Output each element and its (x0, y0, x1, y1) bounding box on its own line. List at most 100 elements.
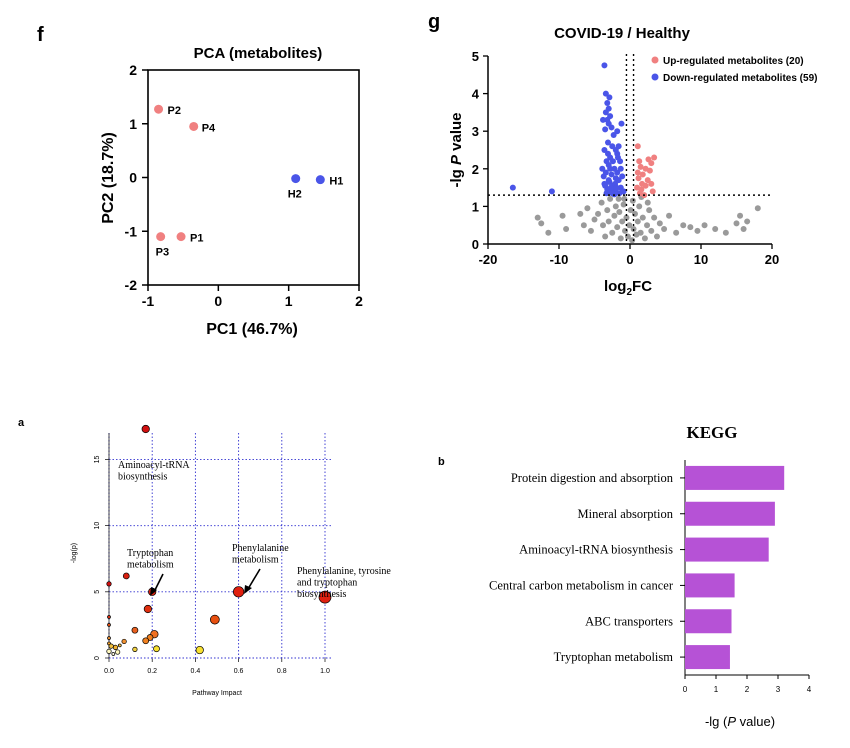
data-point (602, 109, 609, 116)
y-tick-label: 2 (472, 162, 479, 177)
data-point (141, 424, 150, 434)
panel-letter-f: f (37, 24, 44, 46)
data-point (509, 184, 516, 191)
data-point (600, 222, 607, 229)
y-tick-label: 4 (472, 87, 480, 102)
data-point (545, 229, 552, 236)
data-point (604, 207, 611, 214)
legend-label: Down-regulated metabolites (59) (663, 73, 817, 84)
data-point (754, 205, 761, 212)
data-point (131, 626, 139, 634)
data-point (614, 128, 621, 135)
arrow-head (244, 585, 252, 594)
data-point (701, 222, 708, 229)
data-point (666, 212, 673, 219)
data-point (687, 224, 694, 231)
data-point (608, 171, 615, 178)
data-point (534, 214, 541, 221)
data-point (644, 222, 651, 229)
panel-letter-g: g (428, 11, 440, 33)
data-point (577, 210, 584, 217)
data-point (607, 165, 614, 172)
annotation-label: biosynthesis (297, 589, 347, 600)
annotation-label: biosynthesis (118, 472, 168, 483)
data-point (146, 634, 154, 641)
x-tick-label: 10 (694, 252, 708, 267)
bar (685, 537, 769, 562)
data-point (630, 225, 637, 232)
data-point (112, 644, 119, 651)
data-point (195, 645, 204, 655)
data-point (595, 210, 602, 217)
x-tick-label: 0.4 (191, 668, 201, 675)
x-tick-label: 0.6 (234, 668, 244, 675)
data-point (680, 222, 687, 229)
category-label: Aminoacyl-tRNA biosynthesis (519, 543, 673, 557)
data-point (548, 188, 555, 195)
data-point (601, 147, 608, 153)
y-tick-label: 3 (472, 124, 479, 139)
point-label: H1 (329, 176, 343, 188)
data-point (538, 220, 545, 227)
data-point (189, 121, 199, 131)
y-tick-label: -1 (125, 223, 138, 239)
data-point (318, 590, 332, 604)
data-point (651, 154, 658, 161)
data-point (107, 636, 111, 640)
y-tick-label: 2 (129, 62, 137, 78)
data-point (653, 233, 660, 240)
panel-letter-a: a (18, 417, 25, 429)
annotation-label: metabolism (127, 560, 174, 571)
data-point (602, 233, 609, 240)
data-point (644, 177, 651, 184)
data-point (613, 184, 620, 191)
data-point (637, 229, 644, 236)
data-point (602, 90, 609, 97)
data-point (609, 229, 616, 236)
data-point (646, 207, 653, 214)
data-point (584, 205, 591, 212)
data-point (143, 604, 152, 614)
bar (685, 465, 785, 490)
arrow-head (150, 587, 157, 596)
data-point (291, 174, 301, 184)
data-point (636, 203, 643, 210)
data-point (673, 229, 680, 236)
y-tick-label: 0 (472, 237, 479, 252)
x-axis-label: PC1 (46.7%) (206, 321, 298, 338)
plot-frame (147, 69, 360, 286)
category-label: Tryptophan metabolism (554, 650, 674, 664)
category-label: Mineral absorption (578, 507, 674, 521)
data-point (620, 188, 627, 195)
bar (685, 573, 735, 598)
data-point (694, 227, 701, 234)
data-point (153, 645, 160, 653)
data-point (740, 225, 747, 232)
panel-letter-b: b (438, 456, 445, 468)
x-tick-label: 0 (626, 252, 633, 267)
chart-title: COVID-19 / Healthy (554, 25, 691, 42)
data-point (612, 147, 619, 153)
y-tick-label: 1 (472, 199, 479, 214)
x-tick-label: 20 (765, 252, 779, 267)
point-label: P1 (190, 233, 203, 245)
data-point (559, 212, 566, 219)
data-point (627, 207, 634, 214)
data-point (599, 165, 606, 172)
x-tick-label: 0.2 (147, 668, 157, 675)
data-point (631, 210, 638, 217)
data-point (580, 222, 587, 229)
data-point (733, 220, 740, 227)
y-tick-label: 5 (472, 49, 479, 64)
legend-marker (651, 73, 659, 81)
category-label: ABC transporters (585, 614, 673, 628)
data-point (233, 586, 245, 598)
data-point (608, 124, 615, 131)
data-point (641, 235, 648, 242)
data-point (176, 232, 186, 242)
x-tick-label: 4 (807, 685, 812, 694)
y-axis-label: -lg P value (448, 112, 465, 187)
x-tick-label: 1 (285, 293, 293, 309)
